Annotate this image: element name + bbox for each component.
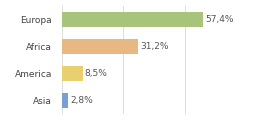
Text: 2,8%: 2,8% [71, 96, 93, 105]
Bar [62, 39, 139, 54]
Bar [62, 93, 69, 108]
Bar [62, 12, 203, 27]
Bar [62, 66, 83, 81]
Text: 31,2%: 31,2% [141, 42, 169, 51]
Text: 8,5%: 8,5% [85, 69, 108, 78]
Text: 57,4%: 57,4% [205, 15, 234, 24]
